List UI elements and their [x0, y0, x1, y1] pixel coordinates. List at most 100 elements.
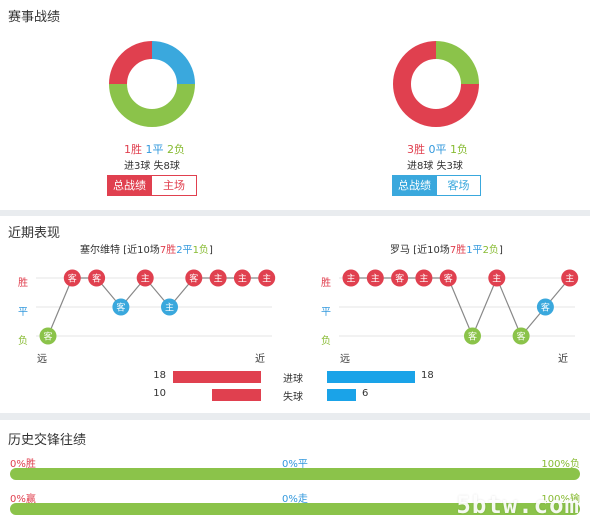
away-win-axis-label: 胜: [321, 278, 331, 289]
away-stat-value: 6: [362, 388, 369, 399]
h2h-result-bar: [10, 468, 580, 480]
away-near-label: 近: [558, 354, 568, 365]
home-form-point: [185, 269, 203, 287]
away-form-point: [366, 269, 384, 287]
away-donut-chart: [393, 41, 479, 127]
home-form-point: [39, 327, 57, 345]
home-team-name: 塞尔维特: [80, 245, 120, 256]
away-form-venue-label: 客: [395, 273, 404, 285]
h2h-loss-rate: 100%负: [541, 459, 580, 470]
h2h-draw-rate: 0%平: [282, 459, 308, 470]
home-form-line-chart: 客客 客客主主客主主主: [36, 269, 276, 345]
home-stat-value: 10: [153, 388, 166, 399]
away-form-point: [512, 327, 530, 345]
h2h-handicap-bar: [10, 503, 580, 515]
away-form-point: [342, 269, 360, 287]
home-near-label: 近: [255, 354, 265, 365]
away-form-point: [464, 327, 481, 345]
home-form-venue-label: 主: [214, 273, 223, 285]
watermark: 5btw.com: [456, 491, 580, 519]
home-form-point: [136, 269, 154, 287]
away-stat-value: 18: [421, 370, 434, 381]
away-form-summary: 罗马 [近10场7胜1平2负]: [390, 245, 503, 256]
h2h-cover-win-rate: 0%赢: [10, 494, 36, 505]
away-win-count: 3胜: [407, 143, 425, 156]
home-form-line: [47, 277, 267, 337]
home-win-count: 1胜: [124, 143, 142, 156]
panel-title: 历史交锋往绩: [8, 433, 87, 448]
away-form-point: [561, 269, 579, 287]
away-form-venue-label: 客: [468, 331, 477, 343]
away-form-line-chart: 主主客主客客主客客主: [339, 269, 579, 345]
home-venue-tab[interactable]: 主场: [151, 175, 197, 196]
head-to-head-panel: 历史交锋往绩 0%胜 0%平 100%负 0%赢 0%走 100%输 5btw.…: [0, 420, 590, 525]
home-donut-loss-slice: [109, 83, 195, 127]
home-draw-axis-label: 平: [18, 307, 28, 318]
home-form-point: [88, 269, 106, 287]
home-form-venue-label: 主: [262, 273, 271, 285]
home-total-record-tab[interactable]: 总战绩: [107, 175, 152, 196]
away-loss-axis-label: 负: [321, 336, 331, 347]
away-form-line: [351, 276, 571, 338]
h2h-cover-push-rate: 0%走: [282, 494, 308, 505]
home-form-venue-label: 客: [116, 302, 125, 314]
home-form-point: [258, 269, 276, 287]
away-donut-loss-slice: [435, 41, 479, 85]
away-form-venue-label: 客: [541, 302, 550, 314]
home-loss-axis-label: 负: [18, 336, 28, 347]
away-form-point: [439, 269, 457, 287]
home-form-venue-label: 主: [165, 302, 174, 314]
away-form-venue-label: 主: [492, 273, 501, 285]
home-form-venue-label: 客: [189, 273, 198, 285]
home-win-axis-label: 胜: [18, 278, 28, 289]
home-stat-value: 18: [153, 370, 166, 381]
away-stat-bar: [327, 389, 356, 401]
away-wdl: 3胜 0平 1负: [407, 141, 468, 157]
recent-form-panel: 近期表现 塞尔维特 [近10场7胜2平1负] 罗马 [近10场7胜1平2负] 胜…: [0, 216, 590, 413]
home-donut-win-slice: [109, 41, 153, 85]
away-donut-win-slice: [393, 41, 479, 127]
home-donut-chart: [109, 41, 195, 127]
away-total-record-tab[interactable]: 总战绩: [392, 175, 437, 196]
record-panel: 赛事战绩 1胜 1平 2负 进3球 失8球 总战绩 主场 3胜 0平 1负 进8…: [0, 0, 590, 210]
home-form-venue-label: 客: [43, 331, 52, 343]
away-venue-tab[interactable]: 客场: [436, 175, 481, 196]
home-form-venue-label: 主: [141, 273, 150, 285]
home-far-label: 远: [37, 354, 47, 365]
away-form-venue-label: 客: [444, 273, 453, 285]
home-loss-count: 2负: [167, 143, 185, 156]
away-form-venue-label: 主: [346, 273, 355, 285]
home-form-point: [233, 269, 251, 287]
away-form-venue-label: 主: [419, 273, 428, 285]
home-form-venue-label: 主: [238, 273, 247, 285]
panel-title: 近期表现: [8, 226, 61, 241]
home-stat-bar: [173, 371, 261, 383]
away-draw-axis-label: 平: [321, 307, 331, 318]
away-form-point: [391, 269, 409, 287]
home-donut-draw-slice: [151, 41, 195, 85]
away-stat-bar: [327, 371, 415, 383]
home-form-point: [209, 269, 227, 287]
away-loss-count: 1负: [450, 143, 468, 156]
stat-label: 进球: [283, 374, 303, 385]
panel-title: 赛事战绩: [8, 10, 61, 25]
away-form-point: [488, 269, 506, 287]
away-form-point: [536, 298, 554, 316]
away-team-name: 罗马: [390, 245, 410, 256]
home-wdl: 1胜 1平 2负: [124, 141, 185, 157]
home-form-venue-label: 客: [68, 273, 77, 285]
home-stat-bar: [212, 389, 261, 401]
away-far-label: 远: [340, 354, 350, 365]
away-form-venue-label: 客: [517, 331, 526, 343]
home-draw-count: 1平: [145, 143, 164, 156]
home-form-summary: 塞尔维特 [近10场7胜2平1负]: [80, 245, 213, 256]
home-form-point: [63, 269, 81, 287]
stat-label: 失球: [283, 392, 303, 403]
home-goals: 进3球 失8球: [124, 161, 180, 172]
away-draw-count: 0平: [428, 143, 447, 156]
away-form-point: [415, 269, 433, 287]
home-form-venue-label: 客: [92, 273, 101, 285]
away-form-venue-label: 主: [565, 273, 574, 285]
h2h-win-rate: 0%胜: [10, 459, 36, 470]
away-form-venue-label: 主: [371, 273, 380, 285]
